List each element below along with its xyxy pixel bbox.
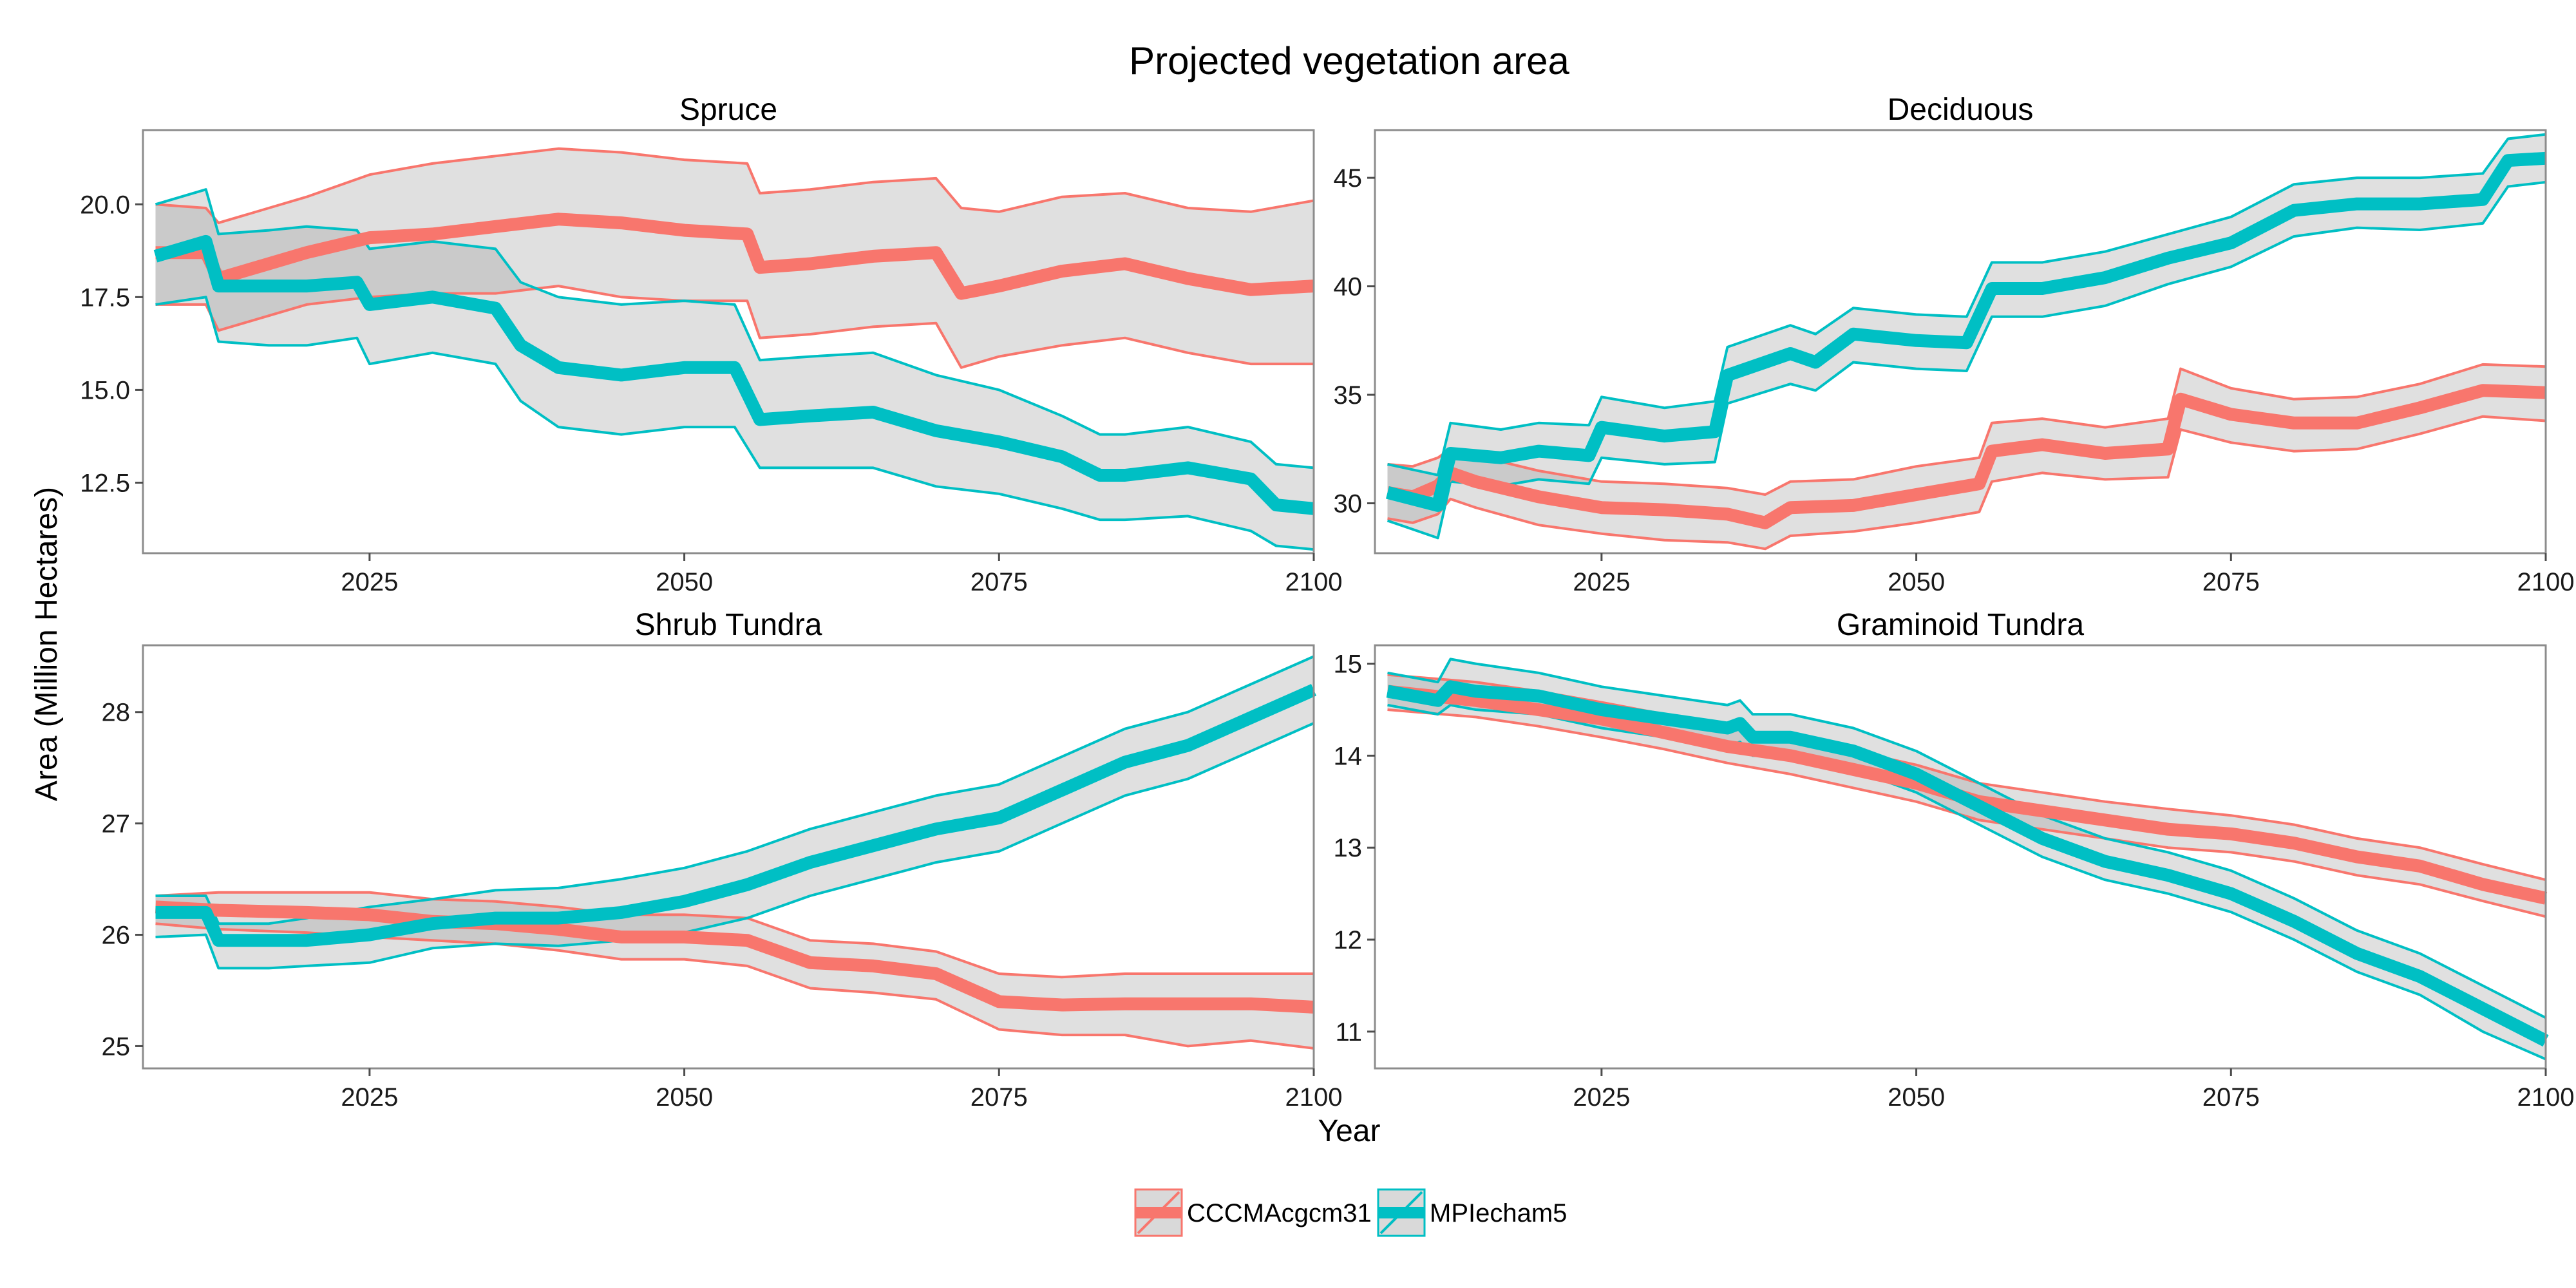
ribbon-lower-mpiecham5: [1387, 180, 2546, 540]
ribbon-cccmacgcm31: [155, 148, 1314, 368]
panel-shrub-tundra: Shrub Tundra 25 26 27 28 2025 2050 2075 2100: [102, 608, 1343, 1112]
series-line-mpiecham5: [1386, 680, 2549, 1047]
panel-title: Shrub Tundra: [635, 608, 822, 642]
y-axis-title: Area (Million Hectares): [30, 487, 64, 801]
ribbon-upper-mpiecham5: [155, 188, 1314, 469]
x-axis-title: Year: [1318, 1114, 1381, 1148]
series-line-mpiecham5: [153, 234, 1314, 515]
y-tick-label: 25: [102, 1032, 131, 1061]
x-tick-label: 2100: [2517, 1083, 2575, 1112]
x-tick-label: 2050: [656, 568, 713, 596]
x-tick-label: 2075: [971, 568, 1028, 596]
ribbon-cccmacgcm31: [1387, 364, 2546, 549]
x-tick-label: 2100: [1285, 568, 1343, 596]
series-line-cccmacgcm31: [155, 213, 1314, 300]
ribbon-lower-cccmacgcm31: [155, 285, 1314, 369]
y-tick-label: 14: [1334, 742, 1363, 770]
y-tick-label: 28: [102, 699, 131, 727]
y-tick-label: 45: [1334, 164, 1363, 193]
y-tick-label: 15.0: [80, 376, 130, 404]
legend-item-mpiecham5: MPIecham5: [1377, 1188, 1567, 1237]
y-tick-label: 13: [1334, 834, 1363, 862]
y-tick-label: 17.5: [80, 283, 130, 312]
panel-border: [142, 129, 1315, 554]
chart-title: Projected vegetation area: [1129, 39, 1569, 82]
series-line-cccmacgcm31: [155, 900, 1314, 1014]
panel-border: [142, 644, 1315, 1070]
series-line-mpiecham5: [1385, 151, 2546, 512]
legend: CCCMAcgcm31 MPIecham5: [1134, 1188, 1567, 1237]
x-tick-label: 2075: [2202, 1083, 2260, 1112]
y-tick-label: 40: [1334, 273, 1363, 301]
y-tick-label: 26: [102, 922, 131, 950]
series-line-cccmacgcm31: [1386, 384, 2546, 529]
ribbon-lower-cccmacgcm31: [1387, 708, 2546, 918]
legend-item-cccmacgcm31: CCCMAcgcm31: [1134, 1188, 1372, 1237]
panel-deciduous: Deciduous 30 35 40 45 2025 2050 2075 2100: [1334, 93, 2575, 596]
legend-label: CCCMAcgcm31: [1187, 1199, 1372, 1227]
y-tick-label: 20.0: [80, 191, 130, 219]
x-tick-label: 2050: [1888, 568, 1945, 596]
series-line-mpiecham5: [155, 684, 1317, 947]
ribbon-upper-mpiecham5: [1387, 133, 2546, 477]
panel-title: Deciduous: [1888, 93, 2034, 127]
x-tick-label: 2100: [1285, 1083, 1343, 1112]
y-tick-label: 11: [1335, 1018, 1362, 1046]
panel-graminoid-tundra: Graminoid Tundra 11 12 13 14 15 2025 2050 2075 21…: [1334, 608, 2575, 1112]
y-tick-label: 12.5: [80, 469, 130, 498]
x-tick-label: 2025: [1573, 568, 1630, 596]
legend-label: MPIecham5: [1430, 1199, 1567, 1227]
x-tick-label: 2075: [971, 1083, 1028, 1112]
panel-border: [1374, 644, 2547, 1070]
ribbon-lower-mpiecham5: [155, 296, 1314, 551]
x-tick-label: 2025: [1573, 1083, 1630, 1112]
y-tick-label: 27: [102, 810, 131, 838]
x-tick-label: 2025: [341, 568, 398, 596]
ribbon-upper-mpiecham5: [1387, 658, 2546, 1019]
panel-title: Graminoid Tundra: [1837, 608, 2084, 642]
y-tick-label: 30: [1334, 490, 1363, 518]
x-tick-label: 2050: [656, 1083, 713, 1112]
y-tick-label: 15: [1334, 650, 1363, 679]
ribbon-upper-mpiecham5: [155, 655, 1314, 925]
panel-border: [1374, 129, 2547, 554]
panel-title: Spruce: [679, 93, 777, 127]
x-tick-label: 2050: [1888, 1083, 1945, 1112]
x-tick-label: 2025: [341, 1083, 398, 1112]
ribbon-lower-cccmacgcm31: [1387, 415, 2546, 551]
y-tick-label: 35: [1334, 381, 1363, 410]
y-tick-label: 12: [1334, 926, 1363, 954]
ribbon-upper-cccmacgcm31: [155, 147, 1314, 225]
x-tick-label: 2075: [2202, 568, 2260, 596]
x-tick-label: 2100: [2517, 568, 2575, 596]
panel-spruce: Spruce 12.5 15.0 17.5 20.0 2025 2050 2075 2100: [80, 93, 1342, 596]
